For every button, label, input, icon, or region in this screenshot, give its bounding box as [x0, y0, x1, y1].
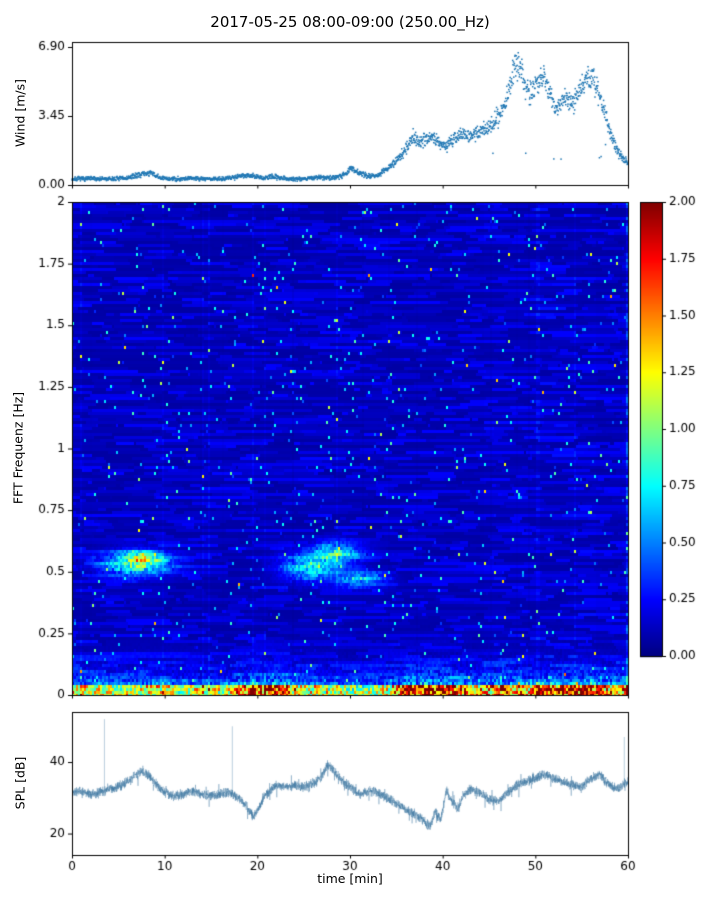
- chart-title: 2017-05-25 08:00-09:00 (250.00_Hz): [210, 13, 490, 31]
- spectrogram-ylabel: FFT Frequenz [Hz]: [10, 391, 26, 505]
- wind-ylabel: Wind [m/s]: [12, 78, 28, 148]
- time-xlabel: time [min]: [317, 871, 383, 886]
- spl-ylabel: SPL [dB]: [12, 756, 28, 810]
